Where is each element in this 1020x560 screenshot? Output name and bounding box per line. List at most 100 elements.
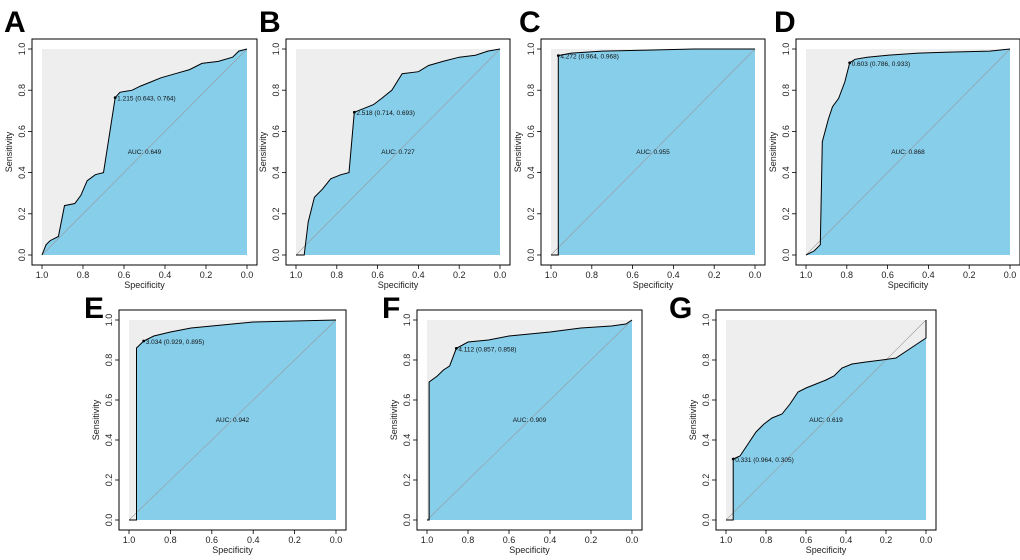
y-tick-label: 0.8 — [271, 84, 281, 97]
y-tick-label: 0.0 — [781, 249, 791, 262]
panel-label-f: F — [382, 292, 400, 325]
roc-curve — [129, 319, 337, 521]
y-tick-label: 0.4 — [526, 166, 536, 179]
y-axis-label: Sensitivity — [91, 399, 101, 440]
x-tick-label: 0.0 — [241, 270, 254, 280]
y-tick-label: 0.4 — [701, 434, 711, 447]
x-tick-label: 0.4 — [412, 270, 425, 280]
x-tick-label: 1.0 — [545, 270, 558, 280]
x-axis-label: Specificity — [806, 545, 847, 555]
x-tick-label: 0.6 — [503, 535, 516, 545]
y-tick-label: 0.2 — [701, 474, 711, 487]
y-axis-label: Sensitivity — [389, 399, 399, 440]
x-tick-label: 0.0 — [749, 270, 762, 280]
x-tick-label: 0.8 — [760, 535, 773, 545]
threshold-point — [556, 54, 560, 57]
y-axis-label: Sensitivity — [513, 131, 523, 172]
y-tick-label: 0.0 — [402, 514, 412, 527]
y-tick-label: 0.0 — [271, 249, 281, 262]
threshold-label: 1.215 (0.643, 0.764) — [117, 96, 176, 103]
x-tick-label: 1.0 — [123, 535, 136, 545]
y-tick-label: 0.0 — [701, 514, 711, 527]
threshold-label: 3.034 (0.929, 0.895) — [146, 339, 205, 346]
roc-panel-c: 4.272 (0.964, 0.968) AUC: 0.955 1.0 0.8 0.6 0… — [513, 6, 766, 290]
diagonal-reference-line — [725, 319, 927, 521]
x-tick-label: 0.8 — [331, 270, 344, 280]
threshold-label: 4.272 (0.964, 0.968) — [560, 54, 619, 61]
x-tick-label: 0.6 — [626, 270, 639, 280]
x-axis-label: Specificity — [633, 280, 674, 290]
y-tick-label: 0.0 — [104, 514, 114, 527]
auc-label: AUC: 0.909 — [513, 417, 547, 424]
roc-panel-f: 4.112 (0.857, 0.858) AUC: 0.909 1.0 0.8 0.6 0… — [382, 292, 643, 555]
panel-label-a: A — [4, 6, 26, 39]
y-tick-label: 1.0 — [781, 43, 791, 56]
x-tick-label: 0.2 — [288, 535, 301, 545]
x-axis-label: Specificity — [888, 280, 929, 290]
x-tick-label: 0.6 — [118, 270, 131, 280]
panel-label-e: E — [84, 292, 104, 325]
x-tick-label: 0.8 — [586, 270, 599, 280]
roc-curve — [41, 48, 248, 256]
diagonal-reference-line — [426, 319, 633, 521]
x-tick-label: 0.4 — [159, 270, 172, 280]
y-tick-label: 0.2 — [271, 208, 281, 221]
y-tick-label: 1.0 — [701, 314, 711, 327]
x-tick-label: 0.0 — [626, 535, 639, 545]
y-tick-label: 0.4 — [402, 434, 412, 447]
x-tick-label: 0.4 — [840, 535, 853, 545]
auc-label: AUC: 0.727 — [381, 149, 415, 156]
x-tick-label: 0.8 — [164, 535, 177, 545]
x-tick-label: 1.0 — [290, 270, 303, 280]
diagonal-reference-line — [128, 319, 337, 521]
x-tick-label: 0.2 — [963, 270, 976, 280]
x-tick-label: 0.2 — [200, 270, 213, 280]
x-tick-label: 0.4 — [247, 535, 260, 545]
x-tick-label: 0.2 — [880, 535, 893, 545]
x-tick-label: 1.0 — [800, 270, 813, 280]
y-tick-label: 0.6 — [402, 394, 412, 407]
threshold-label: 2.518 (0.714, 0.693) — [356, 110, 415, 117]
x-axis-label: Specificity — [124, 280, 165, 290]
x-tick-label: 0.8 — [77, 270, 90, 280]
x-tick-label: 0.2 — [453, 270, 466, 280]
threshold-point — [113, 96, 117, 100]
threshold-point — [454, 347, 458, 350]
y-tick-label: 0.4 — [104, 434, 114, 447]
x-tick-label: 0.8 — [841, 270, 854, 280]
y-tick-label: 1.0 — [104, 314, 114, 327]
x-tick-label: 0.6 — [800, 535, 813, 545]
x-tick-label: 0.4 — [544, 535, 557, 545]
panel-label-c: C — [519, 6, 541, 39]
roc-curve — [427, 319, 633, 521]
x-axis-label: Specificity — [378, 280, 419, 290]
y-tick-label: 0.6 — [701, 394, 711, 407]
roc-curve — [296, 48, 501, 256]
y-tick-label: 0.2 — [781, 208, 791, 221]
x-tick-label: 0.6 — [206, 535, 219, 545]
diagonal-reference-line — [550, 48, 756, 256]
x-tick-label: 0.0 — [920, 535, 933, 545]
x-tick-label: 0.6 — [881, 270, 894, 280]
panel-label-g: G — [669, 292, 692, 325]
diagonal-reference-line — [41, 48, 248, 256]
y-tick-label: 0.6 — [17, 125, 27, 138]
x-tick-label: 0.2 — [585, 535, 598, 545]
threshold-label: 0.603 (0.786, 0.933) — [852, 61, 911, 68]
x-tick-label: 0.4 — [667, 270, 680, 280]
y-axis-label: Sensitivity — [688, 399, 698, 440]
roc-panel-g: 0.331 (0.964, 0.305) AUC: 0.619 1.0 0.8 0.6 0… — [669, 292, 937, 555]
auc-label: AUC: 0.619 — [809, 417, 843, 424]
y-tick-label: 0.6 — [781, 125, 791, 138]
y-tick-label: 0.8 — [104, 354, 114, 367]
auc-label: AUC: 0.942 — [216, 417, 250, 424]
roc-panel-b: 2.518 (0.714, 0.693) AUC: 0.727 1.0 0.8 0.6 0… — [258, 6, 511, 290]
panel-label-b: B — [259, 6, 281, 39]
threshold-label: 4.112 (0.857, 0.858) — [458, 346, 516, 353]
y-tick-label: 0.6 — [526, 125, 536, 138]
y-tick-label: 0.8 — [781, 84, 791, 97]
roc-curve — [551, 48, 755, 256]
auc-label: AUC: 0.955 — [636, 149, 670, 156]
diagonal-reference-line — [805, 48, 1011, 256]
y-tick-label: 1.0 — [17, 43, 27, 56]
